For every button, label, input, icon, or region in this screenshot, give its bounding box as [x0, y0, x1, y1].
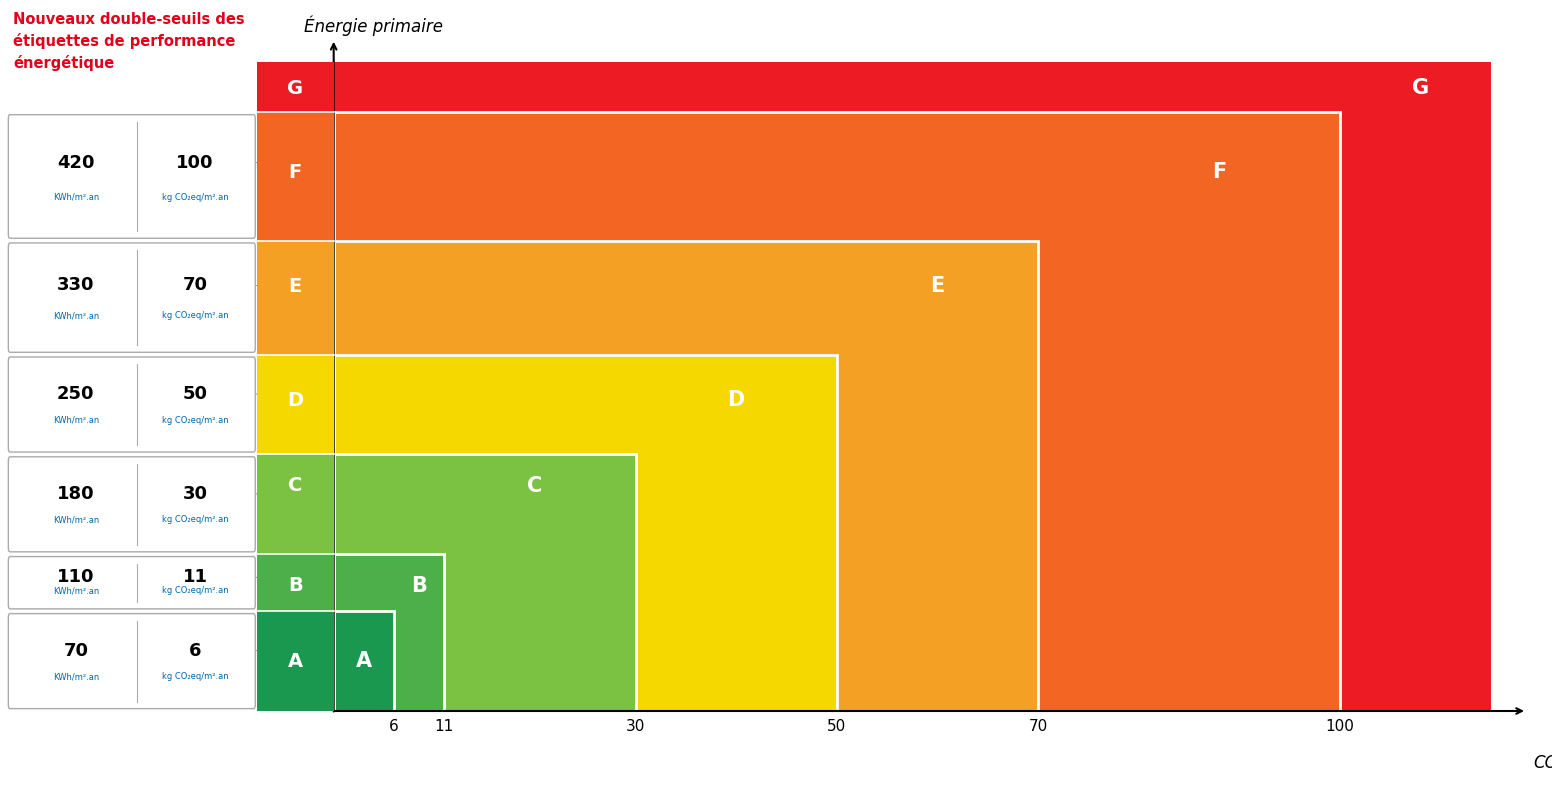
Text: KWh/m².an: KWh/m².an [53, 311, 99, 321]
Bar [334, 355, 837, 711]
Text: A: A [355, 651, 372, 671]
Text: kg CO₂eq/m².an: kg CO₂eq/m².an [161, 516, 228, 525]
Text: 6: 6 [189, 641, 202, 660]
Bar [334, 555, 444, 711]
Bar [334, 112, 1339, 711]
Bar [258, 355, 334, 454]
Bar [334, 241, 1038, 711]
Text: 11: 11 [183, 568, 208, 586]
Text: kg CO₂eq/m².an: kg CO₂eq/m².an [161, 416, 228, 425]
FancyBboxPatch shape [8, 457, 255, 552]
Text: 30: 30 [183, 485, 208, 503]
Text: 330: 330 [57, 276, 95, 295]
FancyBboxPatch shape [8, 243, 255, 352]
Text: 100: 100 [177, 153, 214, 171]
Bar [334, 454, 635, 711]
Text: E: E [289, 276, 303, 295]
Bar [258, 555, 334, 611]
FancyBboxPatch shape [8, 357, 255, 452]
Bar [334, 555, 444, 711]
Text: C: C [528, 476, 543, 496]
Text: KWh/m².an: KWh/m².an [53, 416, 99, 425]
Text: CO₂: CO₂ [1533, 754, 1552, 772]
Text: G: G [1412, 78, 1429, 98]
Text: KWh/m².an: KWh/m².an [53, 516, 99, 525]
Text: kg CO₂eq/m².an: kg CO₂eq/m².an [161, 586, 228, 595]
Bar [334, 611, 394, 711]
Text: 110: 110 [57, 568, 95, 586]
Text: B: B [289, 576, 303, 595]
Text: D: D [728, 390, 745, 410]
Text: F: F [1212, 162, 1226, 182]
Bar [334, 454, 635, 711]
FancyBboxPatch shape [8, 115, 255, 239]
Text: 180: 180 [57, 485, 95, 503]
Text: 420: 420 [57, 153, 95, 171]
Bar [258, 454, 334, 555]
Text: KWh/m².an: KWh/m².an [53, 672, 99, 681]
FancyBboxPatch shape [8, 557, 255, 609]
Text: F: F [289, 163, 303, 182]
Text: kg CO₂eq/m².an: kg CO₂eq/m².an [161, 193, 228, 201]
FancyBboxPatch shape [8, 614, 255, 709]
Text: C: C [289, 476, 303, 495]
Text: 70: 70 [183, 276, 208, 295]
Text: kg CO₂eq/m².an: kg CO₂eq/m².an [161, 311, 228, 321]
Bar [334, 241, 1038, 711]
Text: E: E [930, 276, 945, 296]
Text: Nouveaux double-seuils des
étiquettes de performance
énergétique: Nouveaux double-seuils des étiquettes de… [14, 12, 245, 70]
Text: Énergie primaire: Énergie primaire [304, 15, 442, 36]
Bar [258, 112, 334, 241]
Bar [258, 611, 334, 711]
Text: D: D [287, 391, 303, 410]
Text: 70: 70 [64, 641, 88, 660]
Text: KWh/m².an: KWh/m².an [53, 586, 99, 595]
Bar [334, 355, 837, 711]
Bar [258, 62, 334, 112]
Bar [334, 611, 394, 711]
Text: A: A [287, 652, 303, 671]
Text: G: G [287, 78, 303, 98]
Text: B: B [411, 576, 427, 596]
Text: kg CO₂eq/m².an: kg CO₂eq/m².an [161, 672, 228, 681]
Text: 250: 250 [57, 385, 95, 403]
Bar [334, 112, 1339, 711]
Bar [258, 241, 334, 355]
Text: KWh/m².an: KWh/m².an [53, 193, 99, 201]
Text: 50: 50 [183, 385, 208, 403]
